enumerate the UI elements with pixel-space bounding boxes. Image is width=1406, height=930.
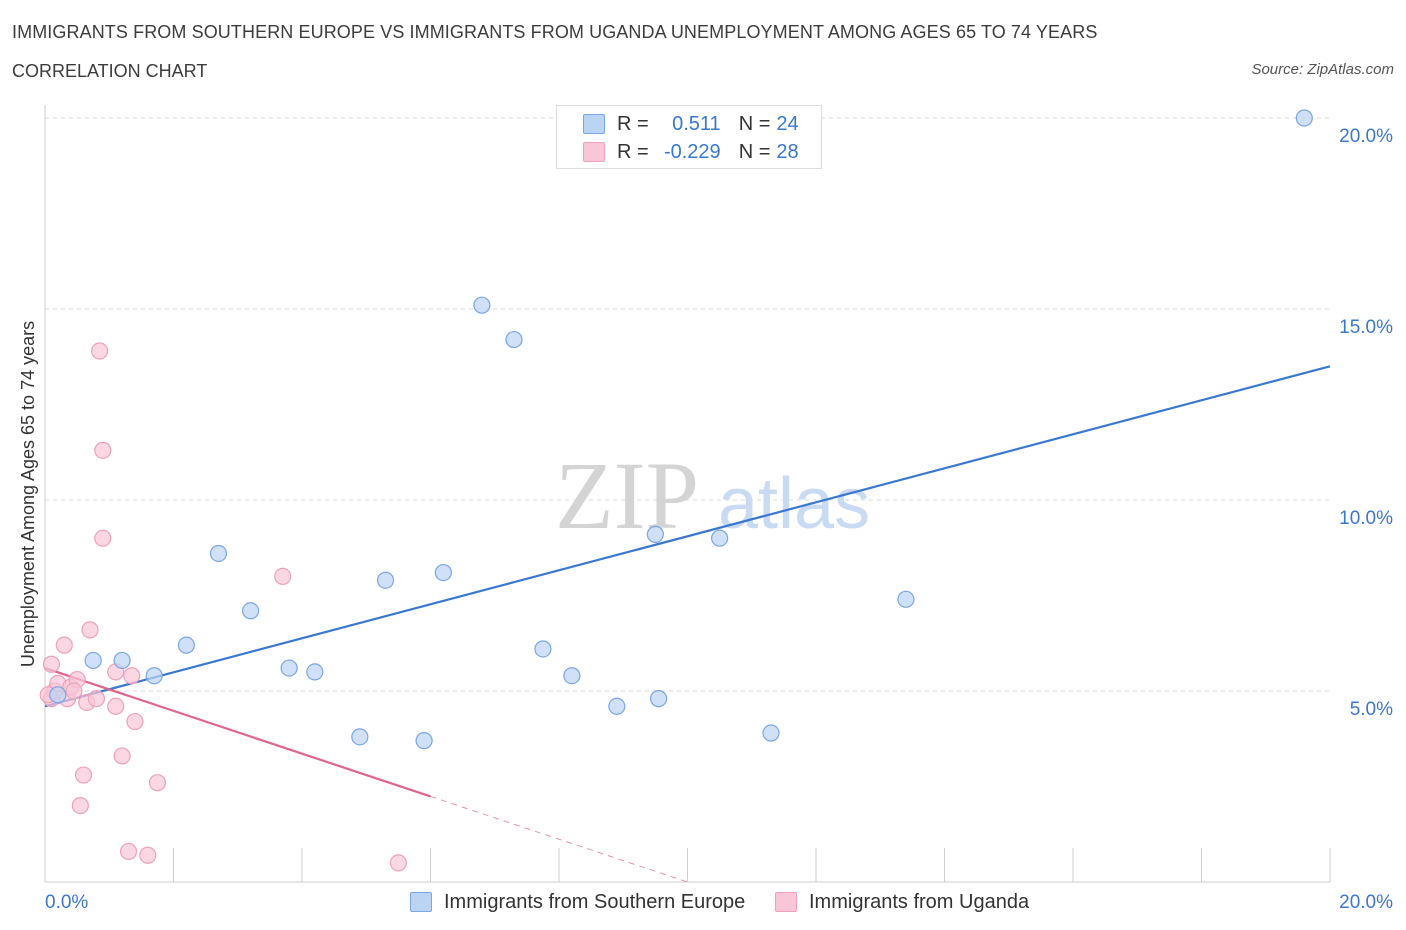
- data-point-southern-europe: [84, 651, 102, 670]
- data-point-uganda: [274, 567, 292, 586]
- trend-lines: [44, 365, 1331, 883]
- legend-r-value: -0.229: [663, 140, 721, 163]
- y-tick-label: 5.0%: [1350, 699, 1393, 720]
- bottom-legend-swatch-pink: [775, 892, 797, 912]
- data-point-southern-europe: [711, 529, 729, 547]
- chart-title: IMMIGRANTS FROM SOUTHERN EUROPE VS IMMIG…: [12, 22, 1098, 42]
- data-points: [39, 109, 1313, 872]
- data-point-southern-europe: [209, 544, 228, 563]
- data-point-uganda: [55, 636, 73, 654]
- data-point-southern-europe: [505, 330, 523, 349]
- data-point-uganda: [87, 690, 106, 708]
- data-point-southern-europe: [177, 636, 195, 654]
- data-point-southern-europe: [646, 525, 664, 543]
- trend-line-uganda-extension: [430, 795, 688, 883]
- data-point-uganda: [389, 854, 407, 872]
- trend-line-uganda: [44, 667, 431, 798]
- data-point-southern-europe: [762, 724, 780, 742]
- bottom-legend-southern-europe: Immigrants from Southern Europe: [410, 889, 745, 915]
- legend-swatch-pink: [583, 142, 605, 162]
- data-point-southern-europe: [280, 659, 298, 677]
- data-point-southern-europe: [473, 296, 491, 314]
- x-tick-label: 0.0%: [45, 892, 88, 913]
- data-point-southern-europe: [376, 571, 395, 589]
- trend-line-southern-europe: [44, 365, 1331, 708]
- data-point-uganda: [94, 529, 112, 547]
- x-tick-label: 20.0%: [1339, 892, 1393, 913]
- data-point-southern-europe: [306, 663, 324, 681]
- data-point-uganda: [81, 621, 99, 639]
- legend-r-label: R =: [617, 112, 649, 135]
- data-point-uganda: [71, 796, 89, 815]
- data-point-uganda: [107, 697, 125, 715]
- data-point-uganda: [126, 712, 144, 731]
- data-point-uganda: [65, 682, 83, 700]
- legend-swatch-blue: [583, 114, 605, 134]
- bottom-legend-label: Immigrants from Southern Europe: [444, 890, 746, 913]
- data-point-southern-europe: [897, 590, 915, 608]
- bottom-legend-swatch-blue: [410, 892, 432, 912]
- y-axis-label: Unemployment Among Ages 65 to 74 years: [18, 321, 38, 667]
- data-point-southern-europe: [113, 651, 131, 670]
- data-point-southern-europe: [608, 697, 626, 715]
- data-point-uganda: [119, 842, 138, 861]
- data-point-uganda: [91, 342, 109, 360]
- data-point-southern-europe: [563, 667, 581, 685]
- data-point-uganda: [74, 766, 93, 784]
- data-point-uganda: [113, 747, 131, 765]
- legend-n-label: N =: [738, 140, 771, 163]
- legend-n-value: 24: [776, 112, 799, 135]
- axes: [44, 105, 1331, 883]
- legend-n-value: 28: [776, 140, 799, 163]
- data-point-southern-europe: [415, 732, 433, 750]
- data-point-uganda: [94, 441, 112, 459]
- tick-labels: 5.0% 10.0% 15.0% 20.0% 0.0% 20.0%: [45, 126, 1393, 913]
- legend-row-southern-europe: R = 0.511 N = 24: [583, 111, 799, 137]
- data-point-southern-europe: [434, 563, 452, 582]
- data-point-southern-europe: [649, 690, 668, 708]
- legend-r-value: 0.511: [672, 112, 721, 135]
- data-point-southern-europe: [351, 728, 369, 746]
- data-point-southern-europe: [145, 667, 163, 685]
- watermark-atlas: atlas: [718, 464, 870, 544]
- watermark-zip: ZIP: [555, 442, 699, 549]
- y-tick-label: 15.0%: [1339, 317, 1393, 338]
- grid-lines: [45, 117, 1330, 692]
- data-point-uganda: [148, 774, 167, 792]
- y-tick-label: 10.0%: [1339, 508, 1393, 529]
- data-point-southern-europe: [49, 686, 67, 704]
- bottom-legend-uganda: Immigrants from Uganda: [775, 889, 1029, 915]
- bottom-legend-label: Immigrants from Uganda: [809, 890, 1030, 913]
- data-point-uganda: [42, 655, 61, 673]
- source-label: Source: ZipAtlas.com: [1251, 61, 1394, 78]
- data-point-southern-europe: [242, 602, 260, 620]
- legend-row-uganda: R = -0.229 N = 28: [583, 139, 799, 165]
- legend-r-label: R =: [617, 140, 649, 163]
- data-point-uganda: [139, 846, 157, 864]
- data-point-southern-europe: [1295, 109, 1313, 127]
- y-tick-label: 20.0%: [1339, 126, 1393, 147]
- watermark: ZIP atlas: [555, 442, 870, 549]
- chart-subtitle: CORRELATION CHART: [12, 61, 208, 81]
- data-point-southern-europe: [534, 640, 552, 658]
- legend-n-label: N =: [738, 112, 771, 135]
- data-point-uganda: [123, 667, 141, 685]
- correlation-legend: R = 0.511 N = 24 R = -0.229 N = 28: [556, 105, 822, 169]
